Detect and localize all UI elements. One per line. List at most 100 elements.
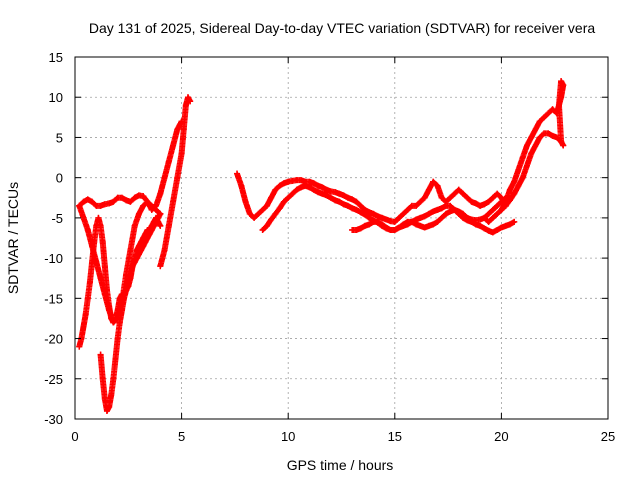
data-point xyxy=(370,210,377,217)
data-point xyxy=(84,196,91,203)
data-point xyxy=(541,114,548,121)
data-point xyxy=(184,94,191,101)
data-point xyxy=(489,229,496,236)
data-point xyxy=(112,355,119,362)
data-point xyxy=(133,255,140,262)
data-point xyxy=(357,209,364,216)
data-point xyxy=(502,202,509,209)
data-point xyxy=(494,202,501,209)
data-point xyxy=(84,295,91,302)
data-point xyxy=(485,210,492,217)
data-point xyxy=(80,214,87,221)
data-point xyxy=(276,182,283,189)
data-point xyxy=(532,126,539,133)
data-point xyxy=(361,222,368,229)
data-point xyxy=(528,150,535,157)
data-point xyxy=(425,222,432,229)
data-point xyxy=(421,224,428,231)
data-point xyxy=(106,303,113,310)
data-point xyxy=(135,192,142,199)
data-point xyxy=(400,210,407,217)
axis-layer: 0 5 10 15 20 25 -30 -25 -20 -15 -10 -5 0 5 10 15 xyxy=(44,50,615,444)
data-point xyxy=(340,201,347,208)
data-point xyxy=(242,198,249,205)
data-point xyxy=(187,98,194,105)
data-point xyxy=(97,222,104,229)
data-point xyxy=(558,138,565,145)
data-point xyxy=(127,271,134,278)
data-point xyxy=(76,343,83,350)
data-point xyxy=(131,259,138,266)
data-point xyxy=(138,247,145,254)
y-tick-label: 5 xyxy=(56,130,63,145)
data-point xyxy=(76,202,83,209)
data-point xyxy=(182,102,189,109)
data-point xyxy=(302,182,309,189)
data-point xyxy=(366,214,373,221)
data-point xyxy=(489,214,496,221)
data-point xyxy=(80,323,87,330)
data-point xyxy=(438,214,445,221)
y-tick-label: -10 xyxy=(44,251,63,266)
data-point xyxy=(127,198,134,205)
data-point xyxy=(140,202,147,209)
data-point xyxy=(349,196,356,203)
data-point xyxy=(289,177,296,184)
data-point xyxy=(319,184,326,191)
data-point xyxy=(255,210,262,217)
data-point xyxy=(336,198,343,205)
data-point xyxy=(263,222,270,229)
data-point xyxy=(460,190,467,197)
data-point xyxy=(323,186,330,193)
data-point xyxy=(127,247,134,254)
data-point xyxy=(89,259,96,266)
data-point xyxy=(494,226,501,233)
data-point xyxy=(146,230,153,237)
x-tick-label: 25 xyxy=(601,429,615,444)
data-point xyxy=(379,221,386,228)
data-point xyxy=(455,208,462,215)
data-point xyxy=(515,166,522,173)
data-point xyxy=(344,202,351,209)
data-point xyxy=(455,186,462,193)
data-point xyxy=(468,198,475,205)
x-tick-label: 10 xyxy=(281,429,295,444)
data-point xyxy=(101,201,108,208)
data-point xyxy=(97,351,104,358)
data-point xyxy=(506,221,513,228)
data-point xyxy=(549,132,556,139)
data-point xyxy=(481,214,488,221)
data-point xyxy=(116,319,123,326)
x-tick-label: 20 xyxy=(494,429,508,444)
data-point xyxy=(349,205,356,212)
data-point xyxy=(361,211,368,218)
data-point xyxy=(148,226,155,233)
data-point xyxy=(528,134,535,141)
data-point xyxy=(442,210,449,217)
data-point xyxy=(383,224,390,231)
data-point xyxy=(297,177,304,184)
data-point xyxy=(110,375,117,382)
data-point xyxy=(285,178,292,185)
data-point xyxy=(391,218,398,225)
y-tick-label: -20 xyxy=(44,332,63,347)
data-point xyxy=(165,158,172,165)
x-axis-label: GPS time / hours xyxy=(287,457,394,473)
data-point xyxy=(106,403,113,410)
data-point xyxy=(123,287,130,294)
data-point xyxy=(118,307,125,314)
data-point xyxy=(332,189,339,196)
data-point xyxy=(106,200,113,207)
data-point xyxy=(472,217,479,224)
x-tick-label: 5 xyxy=(178,429,185,444)
data-point xyxy=(408,218,415,225)
y-axis-label: SDTVAR / TECUs xyxy=(5,182,21,294)
series-trace-J xyxy=(481,130,567,225)
data-point xyxy=(86,279,93,286)
data-point xyxy=(285,194,292,201)
data-point xyxy=(425,186,432,193)
data-point xyxy=(268,216,275,223)
data-point xyxy=(494,190,501,197)
data-point xyxy=(511,190,518,197)
